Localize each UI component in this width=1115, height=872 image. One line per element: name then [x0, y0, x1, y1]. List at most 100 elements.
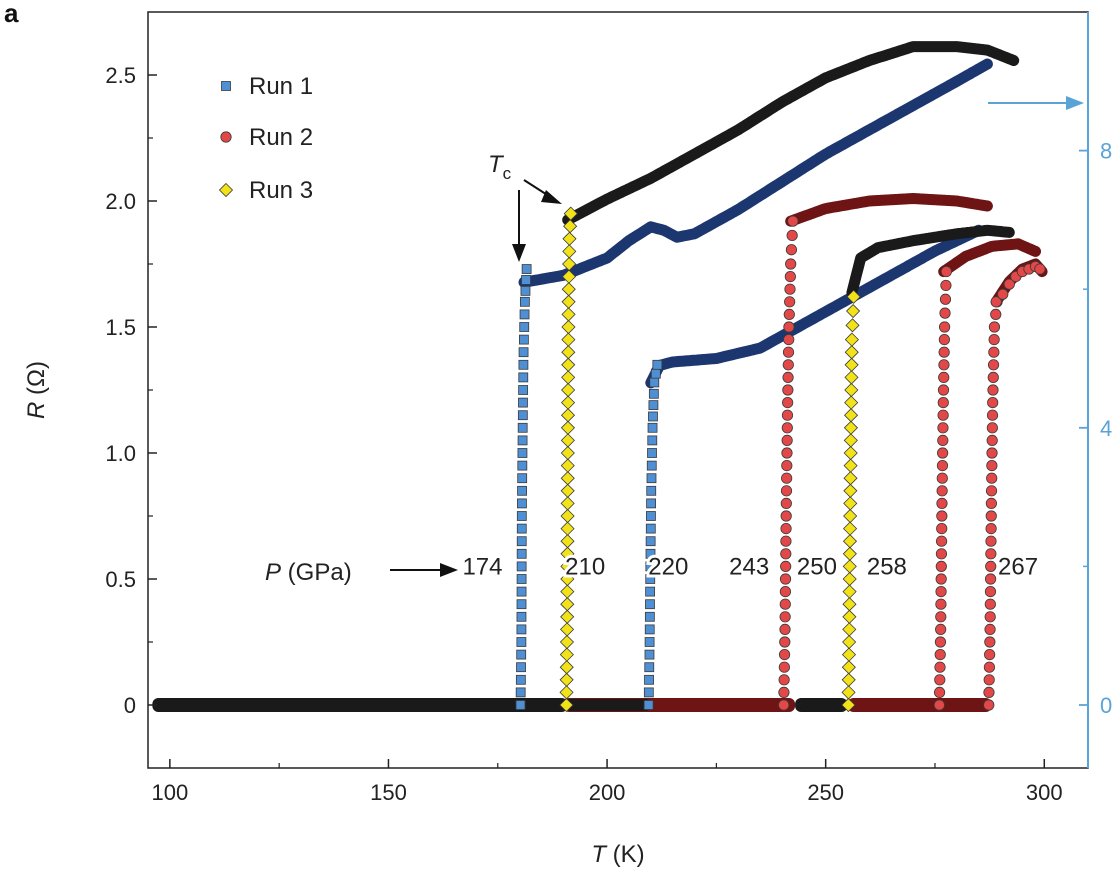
run-2-point [986, 409, 999, 421]
run-3-point [559, 622, 575, 637]
run-3-point [560, 597, 575, 612]
run-2-point [987, 396, 999, 409]
run-2-normal-state-1 [785, 193, 993, 227]
run-2-point [778, 648, 791, 661]
run-2-point [938, 359, 950, 371]
run-2-point [985, 485, 998, 497]
run-1-point [515, 687, 526, 698]
run-2-point [986, 459, 998, 472]
run-2-point [984, 648, 996, 661]
run-2-point [940, 279, 952, 292]
run-1-point [648, 400, 659, 411]
run-1-point [645, 586, 656, 597]
run-2-point [984, 585, 997, 598]
run-1-point [517, 473, 528, 484]
run-3-point [842, 584, 857, 599]
run-1-point [645, 599, 655, 610]
run-3-normal-state-2 [846, 224, 1015, 299]
run-3-baseline-b [795, 698, 848, 712]
run-1-point [517, 410, 528, 421]
run-1-normal-state-2 [645, 224, 985, 389]
run-3-series [559, 41, 1020, 713]
run-3-point [560, 496, 575, 511]
axes-layer: 100 150 200 250 300 0 0.5 1.0 1.5 2.0 2.5 0 4 8 T (K) R… [23, 12, 1112, 868]
run-2-point [984, 611, 996, 623]
run-3-point [843, 458, 858, 473]
run-2-point [778, 661, 790, 673]
run-2-point [984, 636, 996, 648]
run-3-point [560, 420, 576, 435]
run-3-point [843, 471, 858, 486]
run-1-point [518, 385, 529, 395]
run-3-point [844, 357, 859, 372]
run-2-point [984, 598, 996, 610]
run-3-point [842, 609, 857, 624]
run-3-point [560, 609, 575, 624]
run-2-point [988, 321, 1001, 333]
right-axis-arrow-head [1066, 96, 1084, 110]
run-1-point [516, 536, 527, 547]
run-2-point [984, 623, 996, 636]
run-3-point [842, 521, 858, 536]
run-2-point [780, 535, 792, 547]
run-1-point [648, 388, 659, 399]
run-2-point [782, 384, 794, 396]
run-2-normal-state-2 [938, 238, 1041, 278]
run-1-point [646, 485, 657, 496]
run-2-point [938, 333, 950, 346]
run-2-point [983, 699, 995, 711]
run-2-point [786, 229, 798, 242]
run-3-point [561, 382, 576, 398]
run-1-point [515, 674, 526, 685]
run-1-point [517, 485, 527, 496]
run-2-point [935, 560, 947, 573]
run-3-point [559, 697, 574, 713]
legend-item-run-1: Run 1 [221, 73, 313, 100]
run-2-point [784, 270, 796, 283]
run-1-point [517, 435, 528, 446]
run-1-point [516, 637, 527, 647]
run-2-point [936, 497, 948, 509]
run-2-point [985, 510, 997, 522]
run-3-point [842, 559, 857, 574]
run-3-point [560, 445, 575, 461]
run-2-point [779, 598, 791, 610]
run-1-point [519, 309, 530, 320]
run-2-point [988, 333, 1000, 346]
x-tick-label: 200 [589, 780, 626, 805]
run-3-point [560, 508, 575, 524]
run-2-point [937, 409, 949, 421]
run-1-point [652, 359, 663, 370]
run-3-point [561, 282, 576, 297]
run-3-point [843, 508, 858, 524]
run-2-point [990, 296, 1002, 308]
run-2-point [935, 598, 947, 610]
run-2-point [781, 459, 793, 472]
run-2-point [780, 497, 792, 509]
legend-marker [218, 182, 234, 198]
run-3-point [841, 672, 856, 687]
run-1-point [644, 662, 655, 673]
run-2-point [988, 346, 1000, 358]
run-3-point [841, 660, 856, 675]
run-2-point [987, 371, 999, 383]
pressure-value: 250 [797, 553, 837, 580]
run-3-point [559, 647, 574, 662]
run-2-point [935, 611, 947, 623]
run-2-point [778, 674, 790, 686]
run-2-point [783, 333, 795, 346]
run-2-point [785, 258, 797, 270]
run-3-point [560, 559, 575, 574]
run-1-point [521, 275, 531, 285]
run-2-point [985, 497, 997, 509]
run-2-series [778, 193, 1048, 711]
data-layer [152, 41, 1048, 713]
run-3-point [842, 571, 857, 587]
run-1-point [644, 674, 654, 685]
run-1-point [517, 460, 528, 471]
run-1-point [648, 411, 658, 422]
run-1-point [517, 422, 528, 433]
run-2-point [1003, 278, 1015, 290]
run-2-point [938, 346, 950, 358]
run-1-point [644, 637, 655, 647]
